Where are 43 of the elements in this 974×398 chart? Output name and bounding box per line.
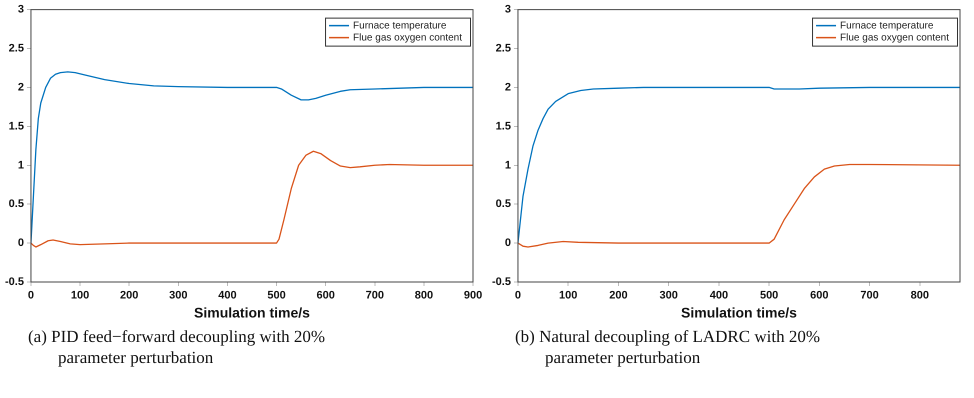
- text: (b) Natural decoupling of LADRC with 20% parameter perturbation: [514, 326, 821, 368]
- x-tick-label: 0: [514, 290, 522, 302]
- y-tick-label: 0.5: [496, 198, 511, 210]
- y-tick-label: 1: [18, 159, 24, 172]
- x-tick-label: 900: [464, 290, 482, 302]
- x-tick-label: 800: [910, 290, 929, 302]
- legend-label: Furnace temperature: [840, 20, 934, 32]
- legend-label: Flue gas oxygen content: [353, 32, 462, 44]
- x-tick-label: 400: [218, 290, 237, 302]
- x-tick-label: 300: [169, 290, 188, 302]
- y-tick-label: -0.5: [4, 276, 24, 288]
- y-tick-label: 2: [504, 81, 511, 94]
- y-tick-label: 0.5: [8, 198, 24, 210]
- x-tick-label: 800: [414, 290, 434, 302]
- x-axis-title: Simulation time/s: [194, 304, 310, 320]
- x-tick-label: 500: [760, 290, 778, 302]
- x-tick-label: 700: [860, 290, 879, 302]
- y-tick-label: 1: [504, 159, 511, 172]
- y-tick-label: 0: [18, 237, 24, 250]
- x-axis-title: Simulation time/s: [681, 304, 798, 320]
- x-tick-label: 0: [28, 290, 34, 302]
- legend-label: Flue gas oxygen content: [840, 32, 950, 44]
- y-tick-label: 3: [504, 4, 511, 16]
- y-tick-label: 2.5: [496, 42, 511, 55]
- text: (a) PID feed−forward decoupling with 20% parameter perturbation: [27, 326, 326, 368]
- y-tick-label: -0.5: [492, 276, 511, 288]
- legend-label: Furnace temperature: [353, 20, 447, 32]
- x-tick-label: 600: [316, 290, 335, 302]
- y-tick-label: 2: [18, 81, 24, 94]
- x-tick-label: 600: [810, 290, 829, 302]
- y-tick-label: 1.5: [496, 120, 511, 132]
- x-tick-label: 300: [659, 290, 678, 302]
- x-tick-label: 700: [366, 290, 384, 302]
- x-tick-label: 100: [70, 290, 90, 302]
- x-tick-label: 200: [609, 290, 628, 302]
- y-tick-label: 3: [18, 4, 24, 16]
- x-tick-label: 200: [120, 290, 138, 302]
- y-tick-label: 2.5: [8, 42, 24, 55]
- x-tick-label: 500: [267, 290, 286, 302]
- y-tick-label: 0: [504, 237, 511, 250]
- y-tick-label: 1.5: [8, 120, 24, 132]
- x-tick-label: 400: [710, 290, 728, 302]
- x-tick-label: 100: [559, 290, 578, 302]
